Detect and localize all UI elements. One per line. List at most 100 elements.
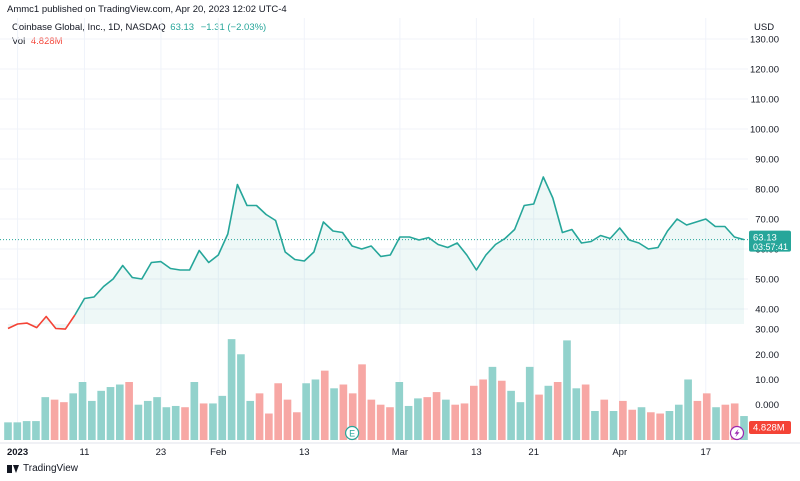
time-tick-label: 13 (471, 447, 482, 458)
volume-bar (78, 382, 87, 440)
volume-bar (367, 399, 376, 440)
time-tick-label: Mar (392, 447, 408, 458)
volume-bar (721, 404, 730, 440)
volume-bar (702, 393, 711, 440)
volume-bar (265, 413, 273, 440)
volume-bar (507, 390, 515, 440)
last-price-badge-value: 63.13 (753, 233, 777, 244)
price-area (8, 177, 744, 330)
volume-bar (190, 382, 199, 440)
volume-bar (227, 339, 236, 440)
volume-bar (740, 416, 748, 440)
last-price-badge (749, 230, 791, 252)
volume-bar (395, 382, 404, 440)
volume-bar (544, 385, 553, 440)
publisher-caption: Ammc1 published on TradingView.com, Apr … (7, 4, 287, 15)
volume-bar (693, 400, 702, 440)
volume-bar (647, 412, 655, 440)
earnings-marker-icon[interactable] (345, 425, 360, 441)
brand-name: TradingView (23, 463, 79, 474)
volume-bar (218, 395, 227, 440)
volume-bar (255, 393, 264, 440)
price-tick-label: 100.00 (750, 125, 779, 136)
price-tick-label: 70.00 (755, 215, 779, 226)
volume-bar (591, 411, 599, 440)
volume-bar (684, 379, 692, 440)
price-tick-label: 90.00 (755, 155, 779, 166)
volume-bar (628, 409, 637, 440)
last-volume-badge-value: 4.828M (753, 423, 785, 434)
volume-bar (600, 399, 609, 440)
time-tick-label: 11 (80, 447, 90, 458)
time-tick-label: 13 (299, 447, 310, 458)
volume-bar (32, 421, 40, 440)
volume-bar (320, 370, 329, 440)
volume-bar (274, 383, 282, 440)
price-tick-label: 120.00 (750, 65, 779, 76)
volume-bar (553, 382, 562, 440)
volume-tick-label: 20.00 (755, 350, 779, 361)
volume-label: Vol (12, 36, 26, 47)
time-tick-label: 2023 (7, 447, 28, 458)
volume-bar (348, 393, 357, 440)
volume-bar (572, 388, 581, 440)
volume-bar (106, 387, 115, 440)
volume-bar (423, 397, 432, 440)
volume-bar (619, 400, 627, 440)
volume-bar (246, 400, 255, 440)
volume-bar (153, 397, 161, 440)
volume-tick-label: 10.00 (755, 375, 779, 386)
volume-bar (302, 383, 310, 440)
time-tick-label: 23 (156, 447, 167, 458)
volume-tick-label: 0.000 (755, 400, 779, 411)
volume-bar (237, 354, 245, 440)
volume-tick-label: 30.00 (755, 325, 779, 336)
price-change: −1.31 (−2.03%) (200, 22, 267, 33)
last-volume-badge (749, 421, 791, 434)
volume-bar (22, 421, 31, 440)
volume-bar (516, 402, 525, 440)
volume-bar (134, 404, 143, 440)
volume-bar (563, 340, 571, 440)
symbol-name: Coinbase Global, Inc., 1D, NASDAQ (12, 22, 166, 33)
volume-bar (674, 404, 683, 440)
volume-bar (386, 407, 394, 440)
volume-bar (13, 422, 22, 440)
volume-bar (470, 385, 478, 440)
price-line-down (7, 314, 76, 330)
volume-bar (414, 398, 422, 440)
volume-bar (432, 392, 441, 440)
volume-bar (115, 384, 124, 440)
countdown-value: 03:57:41 (753, 242, 788, 252)
volume-legend: Vol 4.828M (12, 36, 63, 47)
time-tick-label: Feb (210, 447, 226, 458)
volume-bar (376, 404, 385, 440)
volume-bar (162, 407, 171, 440)
volume-bar (451, 404, 460, 440)
volume-bar (181, 407, 189, 440)
volume-bar (125, 382, 133, 440)
volume-bar (311, 379, 320, 440)
volume-bar (339, 384, 348, 440)
volume-bar (171, 405, 180, 440)
volume-bar (637, 407, 646, 440)
volume-bar (358, 364, 366, 440)
price-tick-label: 110.00 (751, 95, 779, 106)
symbol-legend: Coinbase Global, Inc., 1D, NASDAQ 63.13 … (12, 22, 266, 33)
volume-bar (97, 390, 105, 440)
tradingview-brand: TradingView (7, 463, 78, 474)
last-price-value: 63.13 (170, 22, 195, 33)
time-tick-label: 17 (700, 447, 711, 458)
volume-bar (609, 411, 618, 440)
volume-bar (330, 388, 338, 440)
price-tick-label: 40.00 (755, 305, 779, 316)
currency-label: USD (754, 22, 775, 33)
volume-bar (488, 366, 497, 440)
volume-bar (283, 399, 292, 440)
volume-bar (69, 393, 78, 440)
price-tick-label: 130.00 (750, 35, 779, 46)
volume-bar (497, 380, 506, 440)
price-tick-label: 50.00 (755, 275, 779, 286)
volume-bar (665, 411, 674, 440)
